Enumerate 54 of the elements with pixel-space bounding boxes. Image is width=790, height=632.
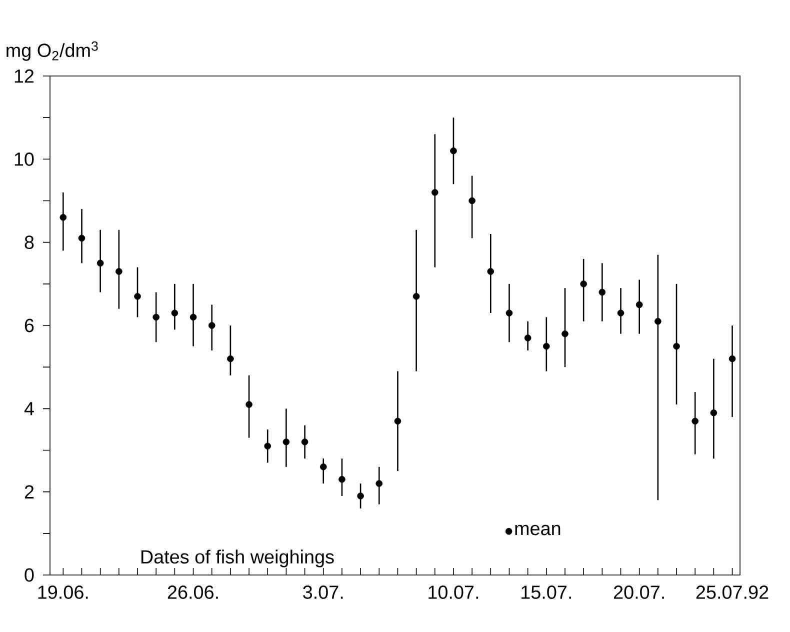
point — [264, 442, 272, 450]
y-tick-label: 0 — [24, 568, 34, 582]
x-tick-label: 19.06. — [38, 586, 88, 599]
x-axis-title: Dates of fish weighings — [141, 550, 334, 568]
point — [282, 438, 290, 446]
point — [598, 288, 606, 296]
point — [134, 292, 141, 300]
x-tick-label: 26.06. — [168, 586, 218, 599]
point — [524, 334, 532, 342]
point — [692, 418, 698, 425]
point — [431, 189, 438, 196]
point — [96, 260, 104, 267]
point — [78, 234, 86, 242]
point — [227, 355, 234, 362]
point — [450, 147, 457, 154]
point — [320, 463, 327, 470]
point — [357, 492, 364, 500]
point — [654, 318, 662, 325]
point — [543, 342, 550, 350]
x-tick-label: 20.07. — [614, 586, 664, 599]
point — [301, 438, 308, 446]
x-tick-label: 10.07. — [428, 586, 478, 599]
point — [338, 476, 346, 483]
point — [171, 310, 178, 316]
point — [636, 301, 643, 308]
y-axis-title: mg O$_{2}$/dm$^{3}$ — [6, 41, 98, 61]
y-tick-label: 2 — [24, 485, 34, 498]
point — [208, 322, 216, 329]
point — [394, 418, 402, 425]
point — [60, 214, 67, 221]
y-tick-label: 4 — [24, 402, 34, 416]
x-tick-label: 3.07. — [303, 586, 343, 599]
legend-label: mean — [515, 524, 560, 536]
x-tick-label: 15.07. — [522, 586, 571, 599]
y-tick-label: 10 — [14, 152, 34, 166]
point — [673, 342, 680, 350]
point — [190, 314, 197, 321]
point — [617, 310, 624, 316]
point — [506, 310, 513, 316]
y-tick-label: 12 — [14, 69, 34, 83]
y-tick-label: 8 — [24, 236, 34, 250]
point — [562, 330, 568, 338]
point — [580, 280, 587, 288]
point — [116, 268, 122, 275]
point — [468, 197, 476, 204]
point — [152, 314, 160, 321]
point — [412, 292, 420, 300]
y-tick-label: 6 — [24, 318, 34, 332]
point — [487, 268, 494, 275]
point — [728, 355, 736, 362]
point — [246, 401, 252, 408]
point — [376, 480, 383, 487]
point — [710, 409, 718, 416]
x-tick-label: 25.07.92 — [696, 586, 768, 599]
